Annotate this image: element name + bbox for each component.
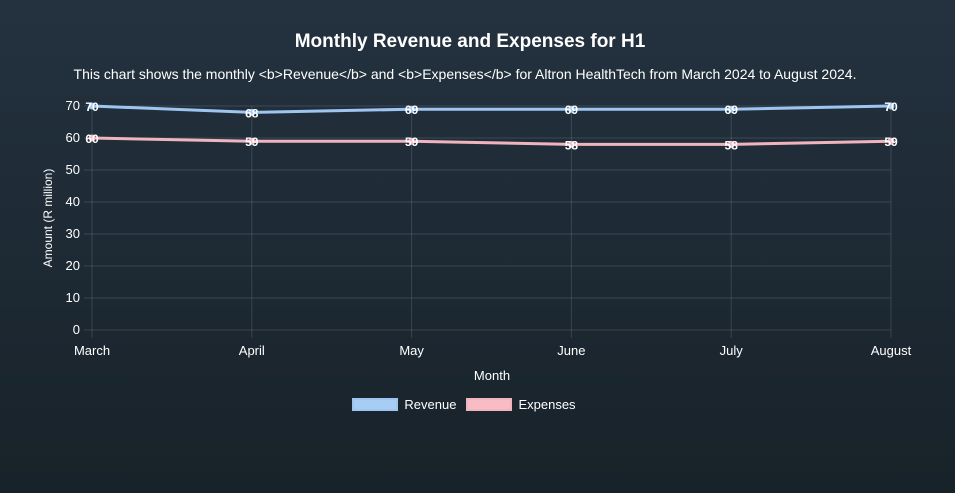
chart-legend: Revenue Expenses bbox=[0, 397, 928, 412]
data-label-revenue: 70 bbox=[85, 100, 99, 114]
legend-swatch-expenses bbox=[466, 398, 513, 411]
y-tick-label: 20 bbox=[66, 258, 80, 273]
data-point-revenue[interactable] bbox=[248, 108, 256, 116]
data-label-revenue: 69 bbox=[405, 103, 419, 117]
legend-item-revenue[interactable]: Revenue bbox=[352, 397, 456, 412]
y-tick-label: 0 bbox=[73, 322, 80, 337]
x-axis-label: Month bbox=[474, 368, 510, 383]
y-tick-label: 10 bbox=[66, 290, 80, 305]
x-tick-label: July bbox=[720, 343, 744, 358]
y-tick-label: 40 bbox=[66, 194, 80, 209]
data-point-expenses[interactable] bbox=[88, 134, 96, 142]
x-tick-label: August bbox=[871, 343, 912, 358]
legend-label-revenue: Revenue bbox=[404, 397, 457, 412]
data-point-revenue[interactable] bbox=[887, 102, 895, 110]
data-point-expenses[interactable] bbox=[567, 140, 575, 148]
data-point-expenses[interactable] bbox=[248, 137, 256, 145]
data-point-expenses[interactable] bbox=[408, 137, 416, 145]
y-axis-label: Amount (R million) bbox=[41, 169, 55, 268]
legend-item-expenses[interactable]: Expenses bbox=[466, 397, 576, 412]
series-line-expenses[interactable] bbox=[91, 136, 892, 146]
data-label-expenses: 58 bbox=[725, 138, 739, 152]
x-tick-label: June bbox=[557, 343, 585, 358]
legend-label-expenses: Expenses bbox=[518, 397, 576, 412]
chart-title: Monthly Revenue and Expenses for H1 bbox=[294, 31, 646, 52]
legend-swatch-revenue bbox=[352, 398, 399, 411]
data-label-expenses: 59 bbox=[245, 135, 259, 149]
data-point-expenses[interactable] bbox=[887, 137, 895, 145]
data-label-expenses: 58 bbox=[565, 138, 579, 152]
data-point-revenue[interactable] bbox=[727, 105, 735, 113]
data-label-revenue: 69 bbox=[725, 103, 739, 117]
x-tick-label: April bbox=[239, 343, 265, 358]
chart-subtitle: This chart shows the monthly <b>Revenue<… bbox=[73, 66, 857, 82]
y-tick-label: 30 bbox=[66, 226, 80, 241]
data-label-revenue: 70 bbox=[884, 100, 898, 114]
data-label-revenue: 68 bbox=[245, 106, 259, 120]
data-point-expenses[interactable] bbox=[727, 140, 735, 148]
data-point-revenue[interactable] bbox=[408, 105, 416, 113]
data-label-expenses: 59 bbox=[884, 135, 898, 149]
data-point-revenue[interactable] bbox=[88, 102, 96, 110]
data-point-revenue[interactable] bbox=[567, 105, 575, 113]
y-tick-label: 50 bbox=[66, 162, 80, 177]
data-label-expenses: 59 bbox=[405, 135, 419, 149]
y-tick-label: 70 bbox=[66, 98, 80, 113]
data-label-expenses: 60 bbox=[85, 132, 99, 146]
x-tick-label: March bbox=[74, 343, 110, 358]
series-line-revenue[interactable] bbox=[91, 104, 892, 114]
data-label-revenue: 69 bbox=[565, 103, 579, 117]
x-tick-label: May bbox=[399, 343, 424, 358]
y-tick-label: 60 bbox=[66, 130, 80, 145]
